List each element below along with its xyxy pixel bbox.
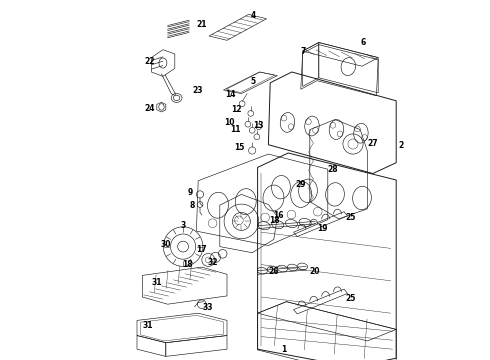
Text: 20: 20	[310, 267, 320, 276]
Text: 17: 17	[196, 245, 207, 253]
Text: 32: 32	[207, 258, 218, 266]
Text: 27: 27	[368, 139, 378, 148]
Text: 21: 21	[196, 20, 207, 29]
Text: 10: 10	[224, 118, 235, 127]
Text: 18: 18	[270, 216, 280, 225]
Text: 14: 14	[225, 90, 236, 99]
Text: 16: 16	[273, 211, 284, 220]
Text: 6: 6	[360, 37, 366, 46]
Text: 24: 24	[145, 104, 155, 113]
Text: 5: 5	[251, 77, 256, 85]
Text: 28: 28	[328, 165, 339, 174]
Text: 26: 26	[269, 267, 279, 276]
Text: 22: 22	[145, 57, 155, 66]
Text: 3: 3	[180, 220, 186, 230]
Text: 8: 8	[189, 201, 195, 210]
Text: 33: 33	[202, 303, 213, 312]
Text: 25: 25	[346, 213, 356, 222]
Text: 18: 18	[182, 260, 193, 269]
Text: 13: 13	[253, 122, 264, 130]
Text: 25: 25	[346, 294, 356, 303]
Text: 15: 15	[235, 143, 245, 152]
Text: 31: 31	[152, 278, 162, 287]
Text: 2: 2	[398, 141, 403, 150]
Text: 1: 1	[281, 346, 286, 354]
Text: 31: 31	[143, 321, 153, 330]
Text: 12: 12	[231, 105, 242, 114]
Text: 19: 19	[317, 224, 327, 233]
Text: 23: 23	[193, 86, 203, 95]
Text: 4: 4	[250, 10, 256, 19]
Text: 11: 11	[230, 125, 240, 134]
Text: 30: 30	[161, 240, 171, 248]
Text: 7: 7	[301, 46, 306, 55]
Text: 9: 9	[188, 188, 193, 197]
Text: 29: 29	[295, 180, 306, 189]
